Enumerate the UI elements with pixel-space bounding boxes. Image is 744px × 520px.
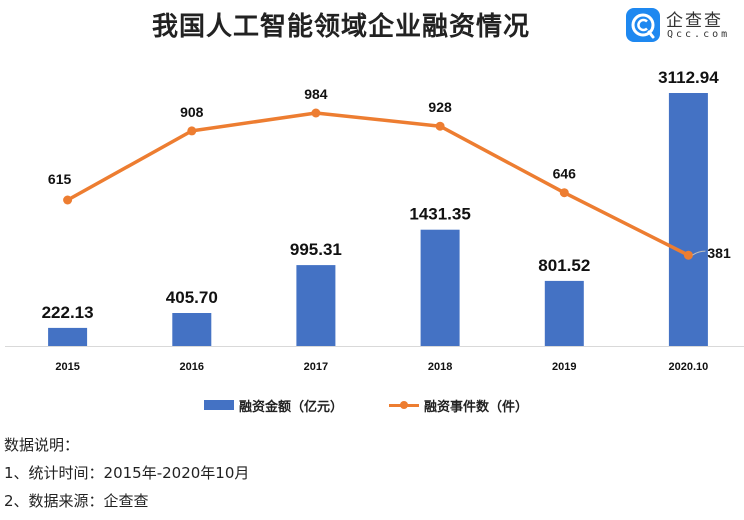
x-tick-label: 2017 (304, 361, 328, 373)
bar-2018 (420, 229, 460, 346)
line-value-label: 928 (428, 99, 452, 115)
leader-line (692, 250, 706, 256)
notes-line-1: 1、统计时间：2015年-2020年10月 (4, 464, 250, 482)
legend-bar-swatch (204, 400, 234, 410)
legend-line-swatch (389, 400, 420, 409)
x-tick-label: 2019 (552, 361, 576, 373)
x-tick-label: 2020.10 (669, 361, 709, 373)
line-point (559, 188, 569, 198)
bar-value-label: 995.31 (290, 240, 342, 259)
logo-text-cn: 企查查 (666, 11, 723, 31)
line-point (187, 126, 197, 136)
chart-legend: 融资金额（亿元） 融资事件数（件） (204, 394, 528, 416)
x-tick-label: 2016 (180, 361, 204, 373)
line-value-label: 908 (180, 104, 204, 120)
bar-value-label: 3112.94 (658, 68, 719, 87)
line-point (683, 250, 693, 260)
bar-2019 (544, 280, 584, 346)
bar-value-label: 405.70 (166, 288, 218, 307)
legend-line-label: 融资事件数（件） (424, 399, 529, 415)
bar-2015 (48, 327, 88, 346)
bar-2020.10 (668, 93, 708, 346)
x-tick-label: 2018 (428, 361, 452, 373)
line-value-label: 984 (304, 86, 328, 102)
bar-value-label: 222.13 (42, 303, 94, 322)
line-point (63, 195, 73, 205)
line-point (311, 108, 321, 118)
line-value-label: 381 (707, 245, 731, 261)
chart-title: 我国人工智能领域企业融资情况 (152, 12, 531, 42)
line-value-label: 646 (553, 166, 577, 182)
notes-heading: 数据说明： (4, 436, 80, 454)
legend-bar-label: 融资金额（亿元） (239, 399, 344, 415)
data-notes: 数据说明： 1、统计时间：2015年-2020年10月 2、数据来源：企查查 (4, 431, 249, 515)
logo-text-en: Qcc.com (667, 29, 731, 40)
line-series (66, 111, 690, 257)
combo-chart: 222.13 2015 405.70 2016 995.31 2017 1431.35 201… (5, 68, 744, 373)
bar-value-label: 1431.35 (409, 205, 470, 224)
bar-value-label: 801.52 (538, 256, 590, 275)
line-value-label: 615 (48, 171, 72, 187)
qcc-logo-icon (626, 8, 660, 42)
x-tick-label: 2015 (55, 361, 79, 373)
bar-2017 (296, 265, 336, 346)
qcc-logo: 企查查 Qcc.com (626, 6, 744, 46)
bar-2016 (172, 313, 212, 346)
line-point (435, 121, 445, 131)
notes-line-2: 2、数据来源：企查查 (4, 492, 149, 510)
